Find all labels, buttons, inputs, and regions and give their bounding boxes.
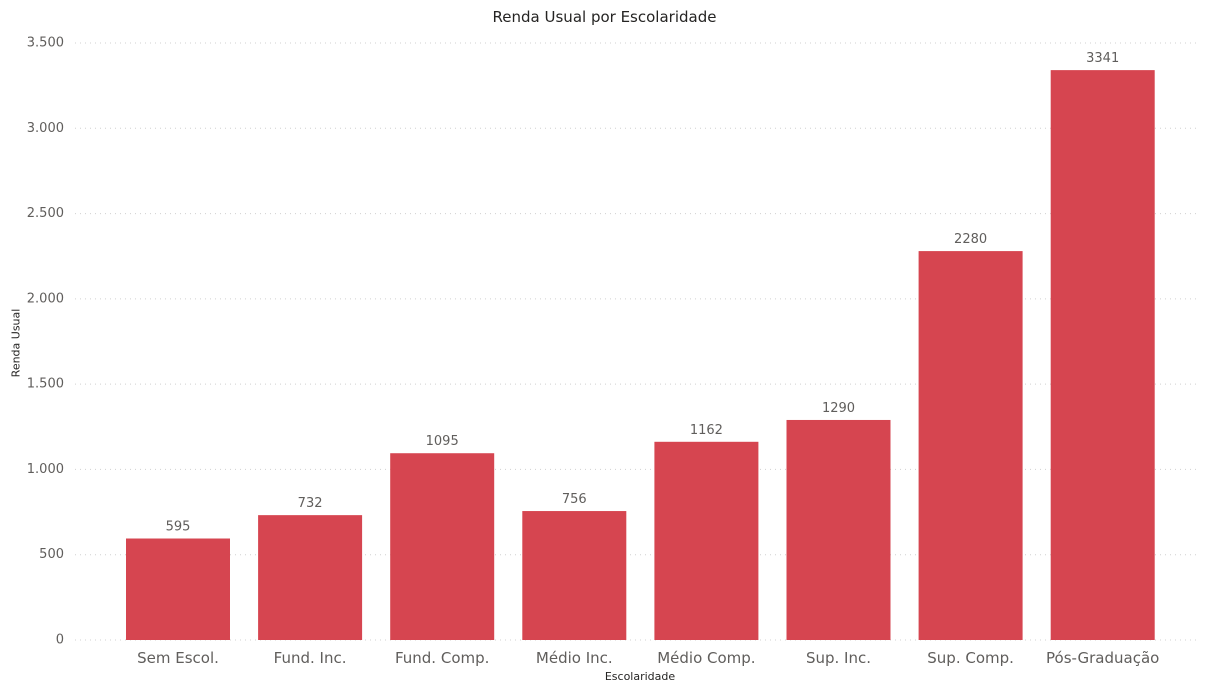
x-tick-label: Sem Escol.	[137, 649, 219, 667]
data-label: 1095	[426, 434, 459, 449]
data-labels: 595 732 1095 756 1162 1290 2280 3341	[166, 51, 1120, 534]
y-tick-label: 2.000	[27, 291, 64, 306]
bar[interactable]	[654, 441, 759, 640]
x-axis-title: Escolaridade	[604, 670, 676, 683]
y-tick-label: 0	[56, 633, 64, 648]
x-tick-label: Pós-Graduação	[1046, 649, 1159, 667]
data-label: 1290	[822, 401, 855, 416]
data-label: 756	[562, 492, 587, 507]
x-tick-label: Fund. Comp.	[395, 649, 489, 667]
y-tick-label: 3.500	[27, 36, 64, 51]
data-label: 3341	[1086, 51, 1119, 66]
bar[interactable]	[258, 515, 363, 640]
x-tick-label: Sup. Inc.	[806, 649, 871, 667]
bar[interactable]	[126, 538, 230, 640]
x-tick-label: Médio Inc.	[536, 649, 613, 667]
data-label: 732	[298, 496, 323, 511]
bar[interactable]	[522, 511, 627, 640]
x-tick-label: Sup. Comp.	[927, 649, 1014, 667]
bar[interactable]	[1050, 70, 1155, 641]
bars	[126, 70, 1155, 641]
bar[interactable]	[786, 419, 891, 640]
data-label: 1162	[690, 423, 723, 438]
bar[interactable]	[918, 251, 1023, 640]
x-tick-label: Médio Comp.	[657, 649, 755, 667]
chart-title: Renda Usual por Escolaridade	[492, 8, 717, 26]
gridlines	[75, 42, 1200, 641]
data-label: 595	[166, 520, 191, 535]
y-tick-label: 3.000	[27, 121, 64, 136]
bar[interactable]	[390, 453, 495, 640]
data-label: 2280	[954, 232, 987, 247]
x-tick-label: Fund. Inc.	[274, 649, 347, 667]
y-tick-label: 1.500	[27, 377, 64, 392]
y-tick-label: 2.500	[27, 206, 64, 221]
y-tick-label: 1.000	[27, 462, 64, 477]
y-tick-label: 500	[39, 547, 64, 562]
x-axis-categories: Sem Escol. Fund. Inc. Fund. Comp. Médio Inc…	[137, 649, 1159, 667]
y-axis-ticks: 0 500 1.000 1.500 2.000 2.500 3.000 3.500	[27, 36, 64, 648]
